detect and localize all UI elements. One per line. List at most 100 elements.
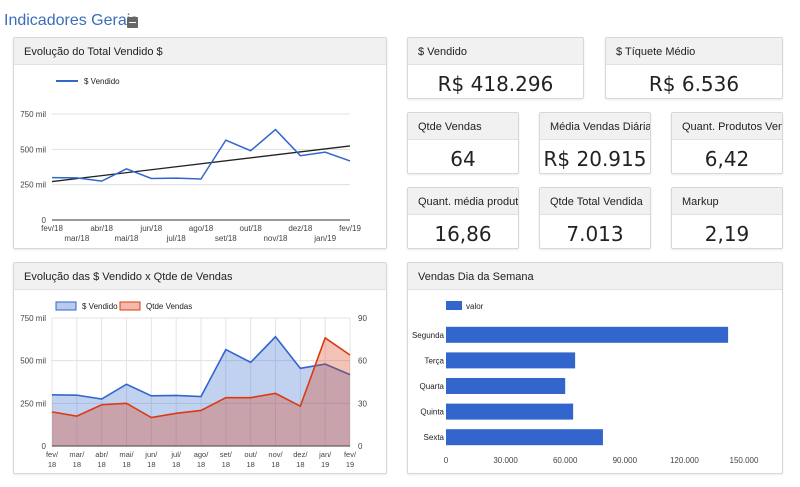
y-tick-label: 750 mil — [20, 110, 46, 119]
y2-tick-label: 30 — [358, 399, 367, 408]
x-tick-label: 18 — [222, 460, 230, 469]
x-tick-label: ago/18 — [189, 224, 214, 233]
kpi-card-markup: Markup 2,19 — [671, 187, 783, 249]
kpi-value: 64 — [450, 147, 476, 171]
x-tick-label: 18 — [48, 460, 56, 469]
x-tick-label: out/18 — [240, 224, 263, 233]
bar-terça — [446, 352, 576, 369]
x-tick-label: 18 — [97, 460, 105, 469]
panel-vendas-dia-semana: Vendas Dia da Semana valor Segunda Terça Qu… — [407, 262, 783, 474]
bar-sexta — [446, 429, 603, 446]
series-area-vendido — [52, 336, 350, 446]
x-tick-label: 19 — [346, 460, 354, 469]
x-tick-label: fev/ — [46, 450, 59, 459]
y-tick-label: Quinta — [420, 408, 444, 417]
x-tick-label: 0 — [444, 456, 449, 465]
kpi-label: Markup — [672, 188, 782, 215]
x-tick-label: 18 — [122, 460, 130, 469]
panel-title: Evolução do Total Vendido $ — [14, 38, 386, 65]
kpi-value: R$ 20.915 — [543, 147, 647, 171]
y-tick-label: 500 mil — [20, 145, 46, 154]
kpi-label: $ Tíquete Médio — [606, 38, 782, 65]
kpi-value: R$ 6.536 — [648, 72, 740, 96]
x-tick-label: nov/18 — [263, 234, 288, 243]
panel-evolucao-vendido-qtde: Evolução das $ Vendido x Qtde de Vendas … — [13, 262, 387, 474]
x-tick-label: dez/ — [293, 450, 308, 459]
x-tick-label: mai/ — [119, 450, 134, 459]
y-tick-label: 0 — [42, 216, 47, 225]
kpi-card-qtde-total-vendida: Qtde Total Vendida 7.013 — [539, 187, 651, 249]
bar-quinta — [446, 403, 574, 420]
kpi-label: Quant. Produtos Venda — [672, 113, 782, 140]
bar-quarta — [446, 378, 566, 394]
y-tick-label: Terça — [424, 356, 444, 365]
kpi-card-tiquete-medio: $ Tíquete Médio R$ 6.536 — [605, 37, 783, 99]
x-tick-label: 90.000 — [613, 456, 638, 465]
x-tick-label: jan/ — [318, 450, 332, 459]
x-tick-label: 30.000 — [493, 456, 518, 465]
page-title: Indicadores Gerais — [4, 12, 139, 29]
series-area-qtde — [52, 337, 350, 446]
legend-swatch — [446, 301, 462, 310]
x-tick-label: mar/18 — [64, 234, 89, 243]
x-tick-label: 18 — [147, 460, 155, 469]
x-tick-label: nov/ — [268, 450, 283, 459]
kpi-card-quant-produtos-venda: Quant. Produtos Venda 6,42 — [671, 112, 783, 174]
x-tick-label: set/18 — [215, 234, 237, 243]
legend-swatch — [119, 301, 141, 311]
kpi-value: 6,42 — [704, 147, 750, 171]
x-tick-label: abr/ — [95, 450, 109, 459]
x-tick-label: jul/ — [170, 450, 182, 459]
collapse-icon[interactable] — [127, 17, 138, 28]
series-line-qtde — [51, 336, 351, 419]
y2-tick-label: 90 — [358, 314, 367, 323]
kpi-label: Qtde Vendas — [408, 113, 518, 140]
x-tick-label: 18 — [296, 460, 304, 469]
legend-label: Qtde Vendas — [146, 302, 192, 311]
series-line-vendido — [51, 128, 351, 182]
kpi-value: 7.013 — [566, 222, 624, 246]
x-tick-label: dez/18 — [288, 224, 313, 233]
x-tick-label: 60.000 — [553, 456, 578, 465]
y2-tick-label: 60 — [358, 357, 367, 366]
kpi-card-qtde-vendas: Qtde Vendas 64 — [407, 112, 519, 174]
kpi-value: 16,86 — [434, 222, 492, 246]
x-tick-label: 18 — [271, 460, 279, 469]
series-line-vendido — [51, 335, 351, 400]
x-tick-label: ago/ — [194, 450, 210, 459]
x-tick-label: mai/18 — [114, 234, 139, 243]
bar-chart-dia-semana: valor Segunda Terça Quarta Quinta Sexta 0 30.00… — [412, 301, 759, 465]
panel-title: Vendas Dia da Semana — [408, 263, 782, 290]
x-tick-label: 18 — [73, 460, 81, 469]
kpi-card-media-vendas-diaria: Média Vendas Diária R$ 20.915 — [539, 112, 651, 174]
kpi-label: $ Vendido — [408, 38, 583, 65]
x-tick-label: 19 — [321, 460, 329, 469]
x-tick-label: 18 — [172, 460, 180, 469]
legend-label: valor — [466, 302, 484, 311]
line-chart-total-vendido: 0 250 mil 500 mil 750 mil fev/18mar/18abr/18… — [20, 77, 361, 243]
kpi-card-quant-media-produto: Quant. média produto 16,86 — [407, 187, 519, 249]
trendline — [51, 145, 351, 183]
legend-label: $ Vendido — [82, 302, 118, 311]
y-tick-label: Sexta — [424, 433, 445, 442]
panel-evolucao-total: Evolução do Total Vendido $ 0 250 mil 500 … — [13, 37, 387, 249]
y2-tick-label: 0 — [358, 442, 363, 451]
x-tick-label: mar/ — [69, 450, 85, 459]
y-tick-label: 750 mil — [20, 314, 46, 323]
y-tick-label: Segunda — [412, 331, 445, 340]
legend-swatch — [55, 301, 77, 311]
legend-label: $ Vendido — [84, 77, 120, 86]
x-tick-label: 120.000 — [670, 456, 699, 465]
x-tick-label: abr/18 — [90, 224, 113, 233]
x-tick-label: jun/ — [144, 450, 158, 459]
kpi-value: R$ 418.296 — [437, 72, 554, 96]
y-tick-label: Quarta — [420, 382, 445, 391]
x-tick-label: fev/ — [344, 450, 357, 459]
x-tick-label: jun/18 — [139, 224, 162, 233]
panel-title: Evolução das $ Vendido x Qtde de Vendas — [14, 263, 386, 290]
y-tick-label: 500 mil — [20, 357, 46, 366]
x-tick-label: out/ — [244, 450, 257, 459]
x-tick-label: set/ — [220, 450, 233, 459]
y-tick-label: 250 mil — [20, 181, 46, 190]
